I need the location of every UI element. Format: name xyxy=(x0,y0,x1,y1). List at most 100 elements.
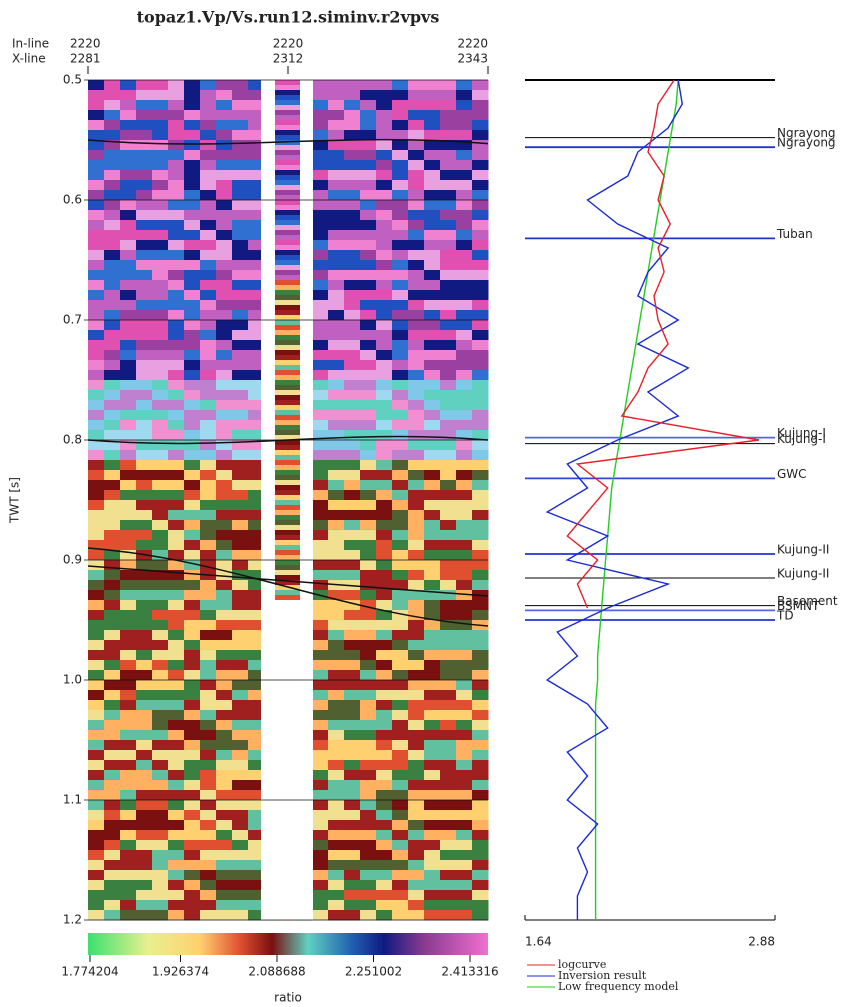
seismic-cell xyxy=(232,720,249,731)
seismic-cell xyxy=(136,520,153,531)
seismic-cell xyxy=(456,270,473,281)
seismic-cell xyxy=(232,410,249,421)
seismic-cell xyxy=(376,260,393,271)
well-log-strip xyxy=(275,310,300,315)
series-line xyxy=(547,80,688,920)
seismic-cell xyxy=(376,760,393,771)
seismic-cell xyxy=(168,740,185,751)
seismic-cell xyxy=(456,320,473,331)
seismic-cell xyxy=(200,130,217,141)
seismic-cell xyxy=(152,630,169,641)
seismic-cell xyxy=(440,150,457,161)
seismic-cell xyxy=(408,420,425,431)
seismic-cell xyxy=(88,500,105,511)
seismic-cell xyxy=(376,460,393,471)
y-tick-label: 0.5 xyxy=(63,73,82,87)
well-log-strip xyxy=(275,145,300,150)
seismic-cell xyxy=(328,520,345,531)
seismic-cell xyxy=(136,670,153,681)
seismic-cell xyxy=(232,170,249,181)
seismic-cell xyxy=(232,490,249,501)
seismic-cell xyxy=(408,900,425,911)
seismic-cell xyxy=(88,170,105,181)
seismic-cell xyxy=(424,150,441,161)
seismic-cell xyxy=(456,910,473,921)
well-log-strip xyxy=(275,455,300,460)
well-log-strip xyxy=(275,275,300,280)
seismic-cell xyxy=(344,540,361,551)
seismic-cell xyxy=(456,470,473,481)
seismic-cell xyxy=(168,600,185,611)
seismic-cell xyxy=(344,260,361,271)
well-log-strip xyxy=(275,500,300,505)
seismic-cell xyxy=(328,440,345,451)
seismic-cell xyxy=(440,450,457,461)
seismic-cell xyxy=(456,350,473,361)
seismic-cell xyxy=(168,100,185,111)
seismic-cell xyxy=(88,360,105,371)
seismic-cell xyxy=(408,430,425,441)
seismic-cell xyxy=(312,110,329,121)
seismic-cell xyxy=(376,320,393,331)
seismic-cell xyxy=(392,430,409,441)
seismic-cell xyxy=(168,440,185,451)
seismic-cell xyxy=(328,550,345,561)
seismic-cell xyxy=(440,610,457,621)
seismic-cell xyxy=(120,620,137,631)
seismic-cell xyxy=(440,100,457,111)
well-log-strip xyxy=(275,350,300,355)
seismic-cell xyxy=(136,320,153,331)
seismic-cell xyxy=(424,430,441,441)
seismic-cell xyxy=(424,350,441,361)
seismic-cell xyxy=(88,850,105,861)
seismic-cell xyxy=(200,140,217,151)
seismic-cell xyxy=(232,100,249,111)
seismic-cell xyxy=(312,310,329,321)
seismic-cell xyxy=(104,260,121,271)
seismic-cell xyxy=(408,390,425,401)
inline-tick-label: 2220 xyxy=(457,37,488,51)
well-log-strip xyxy=(275,510,300,515)
seismic-cell xyxy=(440,340,457,351)
seismic-cell xyxy=(392,340,409,351)
seismic-cell xyxy=(360,710,377,721)
seismic-cell xyxy=(312,360,329,371)
seismic-cell xyxy=(360,630,377,641)
seismic-cell xyxy=(232,190,249,201)
seismic-cell xyxy=(360,760,377,771)
seismic-cell xyxy=(184,140,201,151)
colorbar-tick-label: 2.413316 xyxy=(441,965,498,979)
seismic-cell xyxy=(376,110,393,121)
seismic-cell xyxy=(232,220,249,231)
seismic-cell xyxy=(136,160,153,171)
well-log-strip xyxy=(275,190,300,195)
well-log-strip xyxy=(275,375,300,380)
seismic-cell xyxy=(120,150,137,161)
seismic-cell xyxy=(184,440,201,451)
seismic-cell xyxy=(200,720,217,731)
seismic-cell xyxy=(136,560,153,571)
seismic-cell xyxy=(312,820,329,831)
seismic-cell xyxy=(232,80,249,91)
seismic-cell xyxy=(312,350,329,361)
seismic-cell xyxy=(136,840,153,851)
seismic-cell xyxy=(216,150,233,161)
seismic-cell xyxy=(392,460,409,471)
seismic-cell xyxy=(392,910,409,921)
seismic-cell xyxy=(472,250,489,261)
seismic-cell xyxy=(216,780,233,791)
seismic-cell xyxy=(424,420,441,431)
seismic-cell xyxy=(152,380,169,391)
seismic-cell xyxy=(376,680,393,691)
seismic-cell xyxy=(456,820,473,831)
seismic-cell xyxy=(200,90,217,101)
seismic-cell xyxy=(344,560,361,571)
seismic-cell xyxy=(200,460,217,471)
seismic-cell xyxy=(120,570,137,581)
seismic-cell xyxy=(88,390,105,401)
seismic-cell xyxy=(184,400,201,411)
seismic-cell xyxy=(232,90,249,101)
seismic-cell xyxy=(312,800,329,811)
seismic-cell xyxy=(216,530,233,541)
seismic-cell xyxy=(440,520,457,531)
